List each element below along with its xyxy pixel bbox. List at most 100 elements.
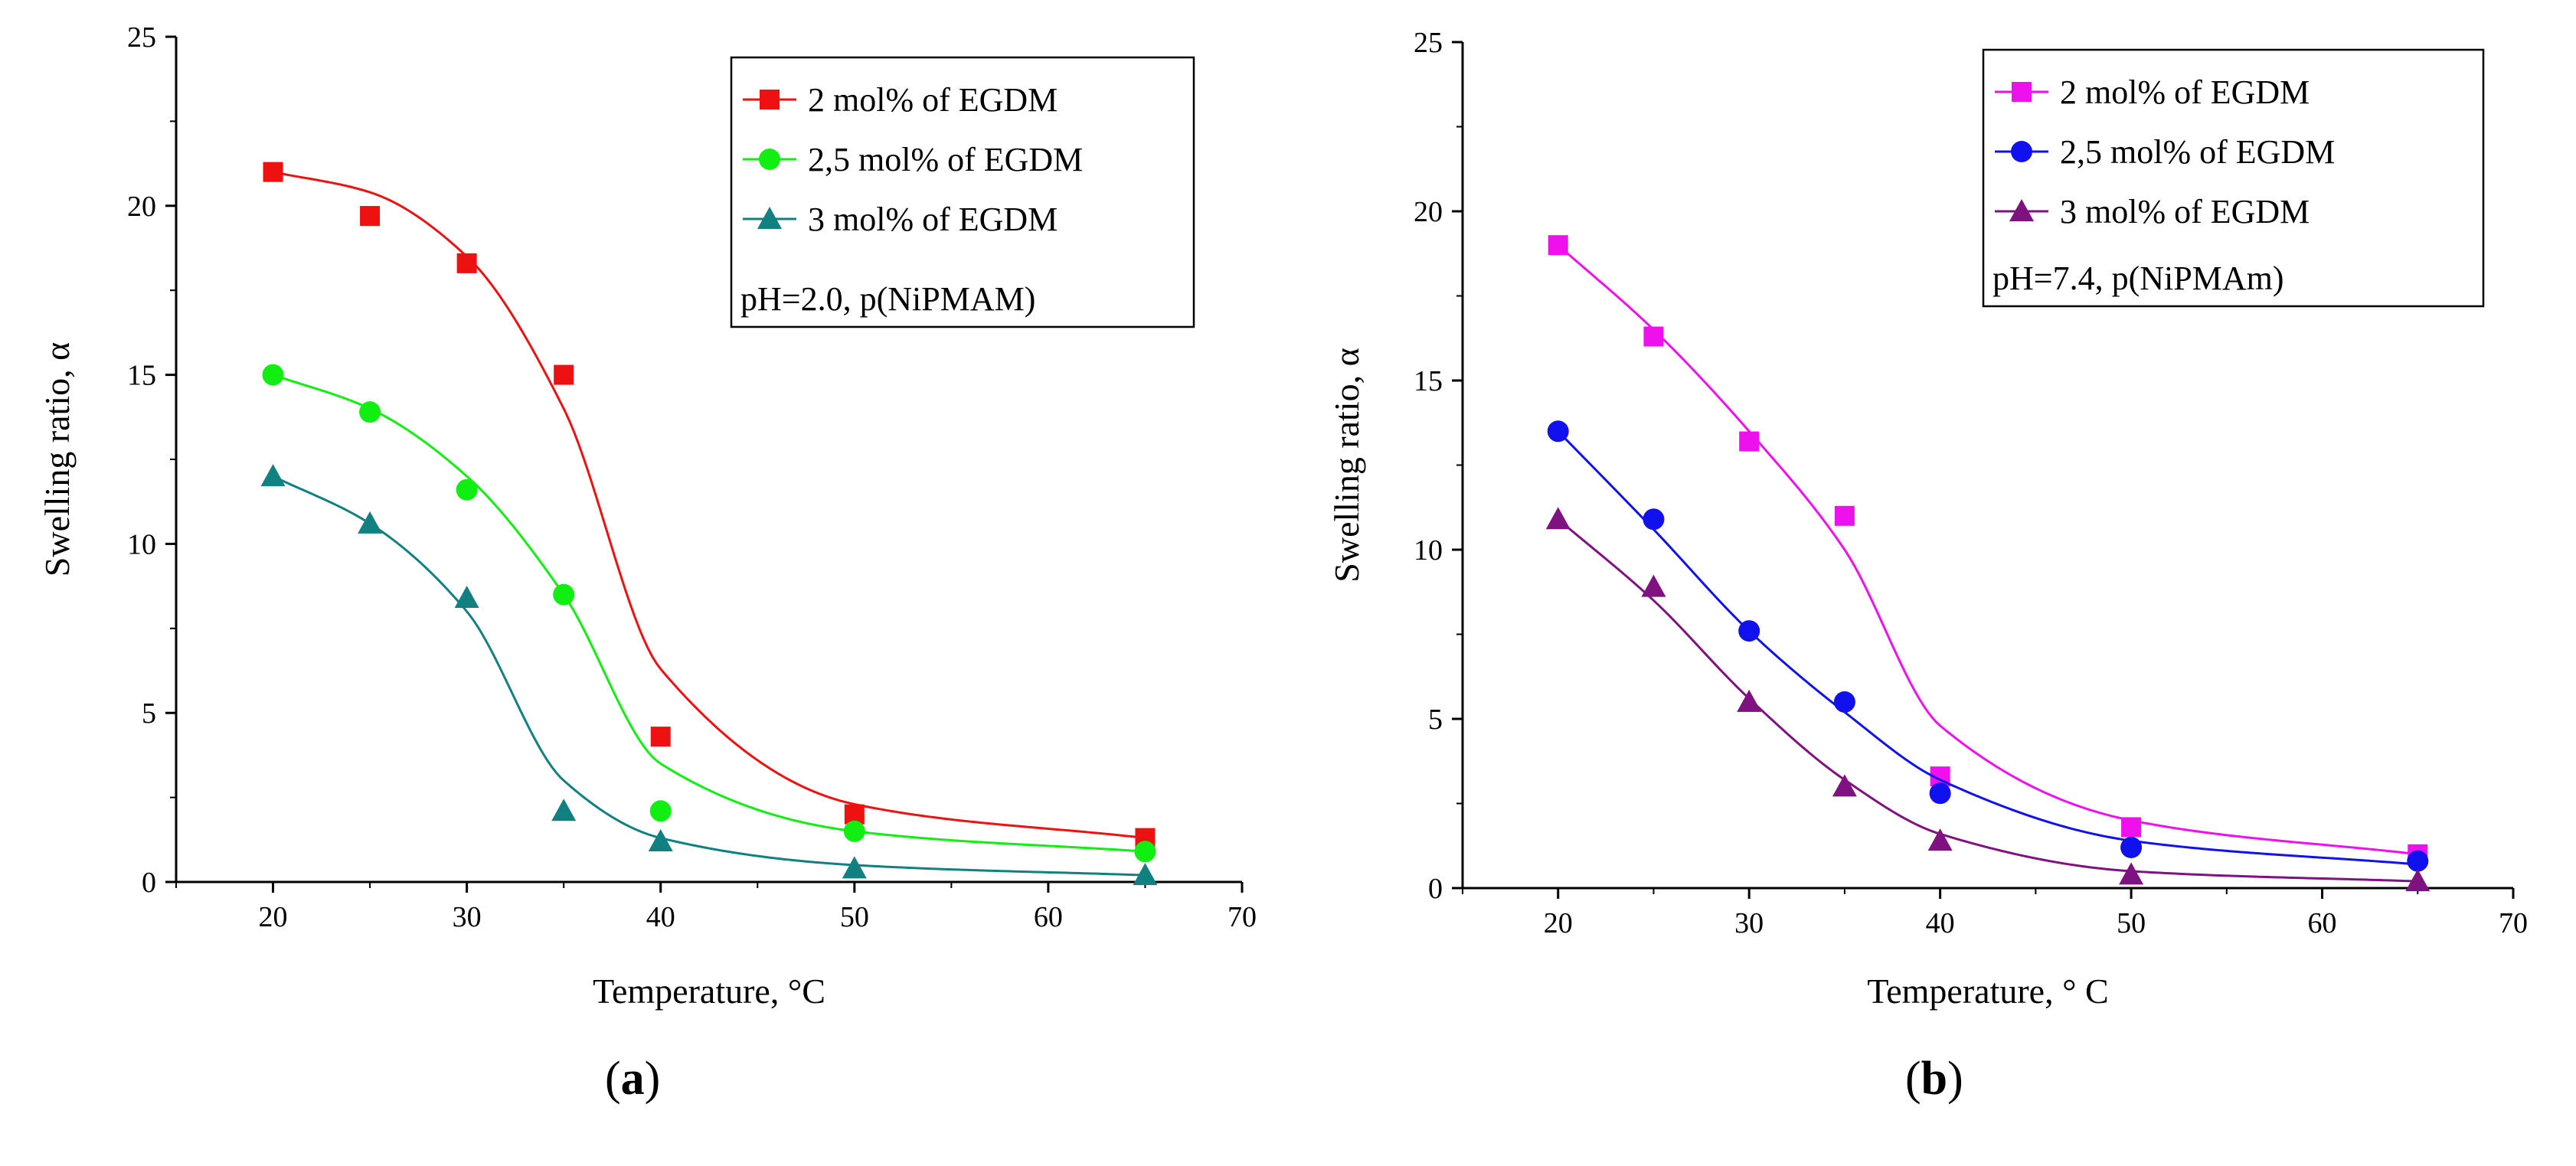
chart-a-series-3-point (454, 586, 479, 609)
chart-panel-a: 0 5 10 15 20 25 20 30 40 50 60 70 Temperature, °C Swe… (0, 0, 1288, 1162)
chart-a-series-3-point (260, 464, 286, 487)
chart-a-svg: 0 5 10 15 20 25 20 30 40 50 60 70 Temperature, °C Swe… (38, 21, 1257, 1011)
chart-b-series-1-point (1548, 235, 1568, 256)
chart-a-series-2-point (262, 364, 284, 386)
chart-b-series-2-point (1833, 691, 1855, 713)
chart-b-x-tick-label: 40 (1926, 907, 1955, 939)
chart-a-series-1-point (456, 253, 477, 273)
chart-a-series-2-point (359, 401, 381, 423)
chart-b-series-3-point (2119, 862, 2144, 885)
chart-b-series-2-fit-line (1557, 430, 2418, 866)
chart-a-series-2-point (456, 478, 478, 501)
chart-b-x-tick-label: 50 (2117, 907, 2146, 939)
chart-b-series-3-point (1641, 574, 1666, 597)
chart-b-series-2-point (2407, 850, 2429, 872)
chart-a-legend-label-1: 2 mol% of EGDM (808, 81, 1058, 119)
chart-b-series-1-point (1834, 505, 1855, 526)
chart-a-series-1-fit-line (273, 171, 1146, 840)
chart-b-legend-label-1: 2 mol% of EGDM (2060, 73, 2310, 111)
chart-b-series-3-point (1737, 689, 1762, 712)
chart-b-x-tick-label: 20 (1544, 907, 1573, 939)
chart-b-y-tick-label: 15 (1414, 365, 1443, 397)
chart-b-series-3-point (1545, 507, 1571, 530)
chart-b-x-axis-label: Temperature, ° C (1867, 972, 2108, 1011)
chart-b-series-2 (1547, 420, 2429, 872)
chart-a-y-axis-label: Swelling ratio, α (38, 342, 77, 576)
chart-b-legend-marker-3 (2009, 199, 2034, 221)
chart-a-series-1-point (650, 727, 671, 747)
chart-b-series-3-fit-line (1557, 518, 2418, 883)
chart-b-legend-label-2: 2,5 mol% of EGDM (2060, 133, 2335, 171)
chart-a-y-tick-label: 5 (142, 697, 156, 730)
caption-b: (b) (1905, 1053, 1963, 1105)
chart-a-legend-note: pH=2.0, p(NiPMAM) (740, 280, 1035, 318)
chart-b-legend-box (1982, 48, 2485, 308)
chart-a-x-tick-label: 70 (1228, 901, 1257, 933)
chart-b-series-1-point (1643, 326, 1664, 347)
chart-b-legend: 2 mol% of EGDM 2,5 mol% of EGDM 3 mol% of … (1982, 48, 2485, 308)
chart-b-series-2-point (1547, 420, 1569, 443)
chart-a-series-2-point (843, 820, 865, 842)
chart-b-legend-marker-2 (2011, 141, 2032, 162)
chart-a-legend-marker-2 (759, 149, 780, 170)
chart-a-series-3-point (551, 799, 577, 821)
chart-a-series-3-point (648, 829, 673, 852)
chart-b-y-tick-label: 20 (1414, 196, 1443, 228)
chart-a-series-1-point (263, 162, 283, 182)
chart-b-y-axis-label: Swelling ratio, α (1327, 348, 1366, 582)
chart-a-legend-box (730, 56, 1195, 328)
chart-a-series-2-point (649, 800, 672, 822)
chart-b-series-1-fit-line (1557, 244, 2418, 856)
chart-panel-b: 0 5 10 15 20 25 20 30 40 50 60 70 Temperature, ° C Sw… (1288, 0, 2576, 1162)
chart-a-y-tick-label: 20 (127, 191, 156, 223)
chart-a-series-1-point (554, 364, 574, 385)
chart-b-y-tick-label: 0 (1428, 873, 1443, 905)
chart-a-series-1-point (360, 206, 381, 227)
chart-b-series-2-point (1929, 782, 1951, 805)
chart-a-series-2 (262, 364, 1156, 863)
chart-a-y-tick-label: 10 (127, 528, 156, 560)
chart-b-y-tick-label: 25 (1414, 27, 1443, 59)
chart-a-x-tick-label: 40 (646, 901, 675, 933)
chart-b-series-3 (1545, 507, 2431, 892)
chart-a-x-tick-label: 20 (259, 901, 288, 933)
caption-b-letter: b (1921, 1053, 1948, 1105)
chart-a-legend-label-2: 2,5 mol% of EGDM (808, 141, 1083, 178)
chart-b-x-tick-label: 60 (2308, 907, 2337, 939)
chart-b-svg: 0 5 10 15 20 25 20 30 40 50 60 70 Temperature, ° C Sw… (1327, 27, 2528, 1011)
chart-a-legend-label-3: 3 mol% of EGDM (808, 201, 1058, 238)
chart-b-series-1 (1548, 235, 2428, 864)
chart-a-x-tick-label: 30 (453, 901, 482, 933)
chart-b-y-tick-label: 10 (1414, 534, 1443, 567)
chart-b-series-2-point (2120, 836, 2143, 858)
chart-a-series-2-point (1134, 841, 1156, 863)
chart-b-x-tick-label: 70 (2499, 907, 2528, 939)
chart-a-series-2-point (553, 583, 575, 606)
chart-a-x-tick-label: 60 (1034, 901, 1063, 933)
chart-b-legend-label-3: 3 mol% of EGDM (2060, 193, 2310, 230)
chart-a-series-3 (260, 464, 1158, 886)
chart-b-series-3-point (1832, 774, 1857, 797)
chart-a-y-tick-label: 0 (142, 867, 156, 899)
chart-b-y-tick-label: 5 (1428, 704, 1443, 736)
chart-a-legend-marker-1 (760, 90, 780, 109)
chart-b-series-1-point (1739, 431, 1760, 452)
caption-a: (a) (605, 1053, 661, 1105)
chart-a-series-3-point (842, 856, 867, 879)
chart-b-legend-marker-1 (2012, 82, 2032, 102)
chart-b-series-2-point (1643, 508, 1665, 531)
chart-a-y-tick-label: 15 (127, 360, 156, 392)
chart-a-legend: 2 mol% of EGDM 2,5 mol% of EGDM 3 mol% of … (730, 56, 1195, 328)
chart-a-series-3-fit-line (272, 475, 1146, 877)
caption-a-letter: a (620, 1053, 645, 1105)
chart-a-series-2-fit-line (273, 374, 1146, 853)
chart-b-series-3-point (1927, 828, 1953, 851)
chart-a-series-3-point (358, 511, 383, 534)
chart-b-series-2-point (1738, 620, 1760, 642)
chart-a-x-tick-label: 50 (840, 901, 869, 933)
chart-b-series-3-point (2405, 869, 2431, 892)
chart-a-legend-marker-3 (757, 207, 782, 229)
chart-b-legend-note: pH=7.4, p(NiPMAm) (1992, 260, 2284, 297)
chart-a-x-axis-label: Temperature, °C (593, 972, 825, 1011)
chart-b-series-1-point (2121, 817, 2142, 838)
